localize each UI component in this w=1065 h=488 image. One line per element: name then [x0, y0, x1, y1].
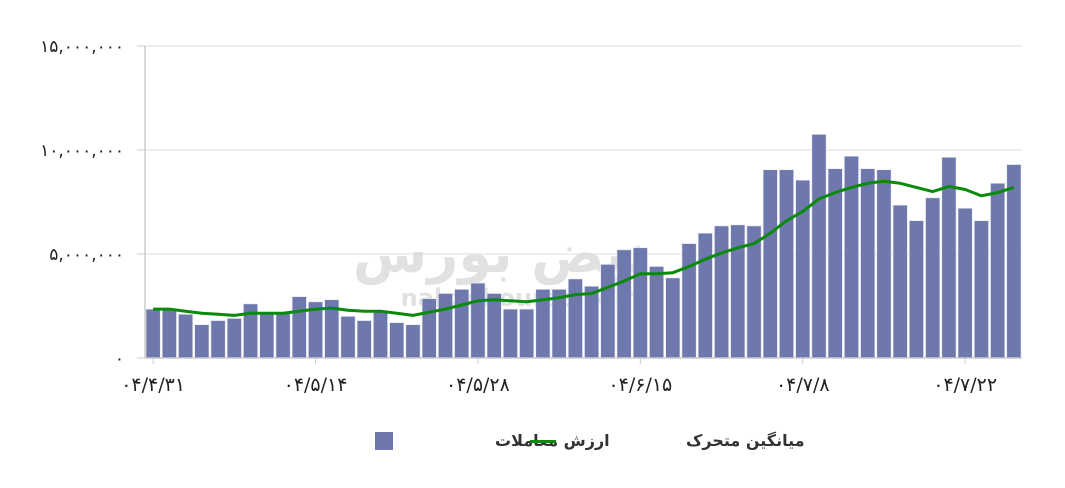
bar: [909, 220, 924, 359]
bar: [811, 134, 827, 359]
y-tick-label: ۱۰,۰۰۰,۰۰۰: [40, 141, 124, 161]
y-tick-label: ۰: [115, 349, 124, 369]
watermark-logo: نبض بورس nabzebourse.com: [353, 222, 648, 312]
bar: [649, 266, 665, 359]
bar: [210, 320, 226, 359]
bar: [779, 169, 794, 359]
bar: [616, 249, 632, 359]
bar: [259, 312, 275, 359]
legend: ارزش معاملات میانگین متحرک: [375, 431, 805, 450]
bar: [632, 247, 648, 359]
x-tick-label: ۰۴/۶/۱۵: [608, 374, 672, 396]
bar: [226, 318, 242, 359]
bar: [714, 225, 729, 359]
bar: [990, 182, 1006, 359]
y-tick-label: ۵,۰۰۰,۰۰۰: [49, 245, 124, 265]
bar: [502, 308, 518, 359]
bar: [681, 243, 697, 359]
bar: [567, 278, 583, 359]
bar: [762, 169, 778, 359]
bar: [470, 282, 486, 359]
legend-item-line[interactable]: میانگین متحرک: [530, 431, 805, 450]
bar: [697, 232, 713, 359]
moving-average-path: [153, 179, 1015, 317]
legend-swatch-line: [530, 440, 556, 443]
bar: [178, 314, 194, 359]
bar: [730, 224, 746, 359]
legend-item-bars[interactable]: ارزش معاملات: [375, 431, 610, 450]
legend-label-line: میانگین متحرک: [686, 431, 805, 450]
grid: [145, 45, 1022, 255]
bar: [340, 316, 356, 359]
legend-swatch-bars: [375, 432, 393, 450]
bar: [827, 168, 843, 359]
bar: [665, 277, 681, 359]
bar: [925, 197, 941, 359]
bar: [519, 308, 535, 359]
x-tick-label: ۰۴/۵/۲۸: [446, 374, 510, 396]
bar: [454, 289, 470, 359]
bar: [275, 312, 291, 359]
y-tick-label: ۱۵,۰۰۰,۰۰۰: [40, 37, 124, 57]
bar: [973, 220, 989, 359]
bar: [405, 324, 421, 359]
bar: [584, 285, 600, 359]
bar: [876, 169, 892, 359]
x-tick-label: ۰۴/۷/۲۲: [933, 374, 997, 396]
bar: [389, 322, 405, 359]
y-axis: ۰ ۵,۰۰۰,۰۰۰ ۱۰,۰۰۰,۰۰۰ ۱۵,۰۰۰,۰۰۰: [40, 37, 145, 369]
moving-average-line: [153, 179, 1015, 317]
bar: [600, 264, 616, 359]
x-tick-label: ۰۴/۴/۳۱: [121, 374, 185, 396]
bar: [161, 308, 177, 359]
x-axis: ۰۴/۴/۳۱ ۰۴/۵/۱۴ ۰۴/۵/۲۸ ۰۴/۶/۱۵ ۰۴/۷/۸ ۰۴/۷/۲…: [121, 358, 997, 396]
bar: [373, 310, 388, 359]
bar: [194, 324, 210, 359]
bar: [356, 320, 372, 359]
bar: [957, 207, 973, 359]
x-tick-label: ۰۴/۷/۸: [776, 374, 830, 396]
bar: [421, 298, 437, 359]
bar: [145, 308, 161, 359]
axes: [144, 46, 1022, 359]
bar: [291, 296, 307, 359]
bar: [860, 168, 876, 359]
watermark-fa: نبض بورس: [353, 222, 648, 286]
bar: [1006, 164, 1022, 359]
bar: [486, 293, 502, 359]
bar: [438, 293, 453, 359]
bar: [892, 204, 908, 359]
x-tick-label: ۰۴/۵/۱۴: [284, 374, 348, 396]
